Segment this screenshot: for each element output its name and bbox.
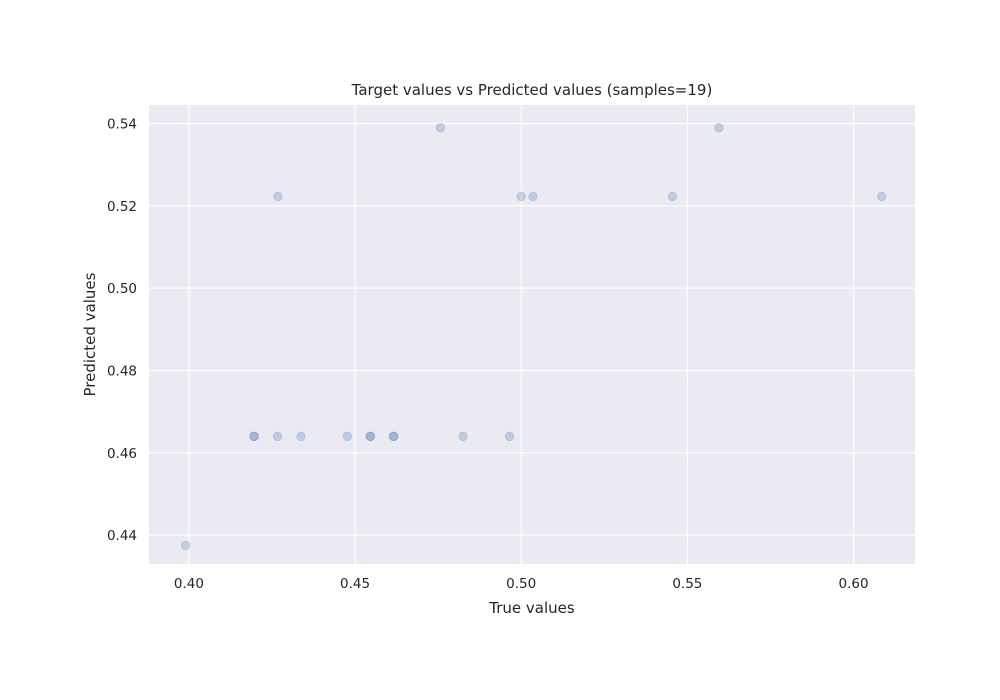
data-point xyxy=(342,431,353,442)
data-point xyxy=(714,122,724,133)
data-point xyxy=(180,540,191,551)
data-point xyxy=(528,191,538,202)
y-tick-label: 0.48 xyxy=(107,364,137,380)
data-point xyxy=(296,431,306,442)
y-tick-label: 0.44 xyxy=(107,528,137,544)
grid-lines xyxy=(149,105,915,564)
data-point xyxy=(273,191,283,202)
x-tick-label: 0.50 xyxy=(506,576,536,592)
y-tick-label: 0.54 xyxy=(107,117,137,133)
data-point xyxy=(388,431,398,442)
y-tick-label: 0.46 xyxy=(107,446,137,462)
x-tick-label: 0.55 xyxy=(672,576,702,592)
data-point xyxy=(365,431,376,442)
y-axis-label: Predicted values xyxy=(81,272,99,396)
data-point xyxy=(272,431,283,442)
data-point xyxy=(435,122,446,133)
data-point xyxy=(504,431,515,442)
x-tick-label: 0.45 xyxy=(340,576,370,592)
data-point xyxy=(249,431,260,442)
data-point xyxy=(389,431,399,442)
plot-area xyxy=(149,105,915,564)
tick-labels: 0.40 0.45 0.50 0.55 0.60 0.44 0.46 0.48 0.50 0.52… xyxy=(107,117,869,592)
data-point xyxy=(458,431,468,442)
data-point xyxy=(667,191,678,202)
data-point xyxy=(248,431,259,442)
data-point xyxy=(516,191,526,202)
data-point xyxy=(365,431,375,442)
y-tick-label: 0.50 xyxy=(107,281,137,297)
x-axis-label: True values xyxy=(488,599,575,617)
x-tick-label: 0.60 xyxy=(838,576,868,592)
x-tick-label: 0.40 xyxy=(174,576,204,592)
data-point xyxy=(877,191,887,202)
chart-title: Target values vs Predicted values (sampl… xyxy=(351,81,713,99)
y-tick-label: 0.52 xyxy=(107,199,137,215)
data-points xyxy=(180,122,887,551)
